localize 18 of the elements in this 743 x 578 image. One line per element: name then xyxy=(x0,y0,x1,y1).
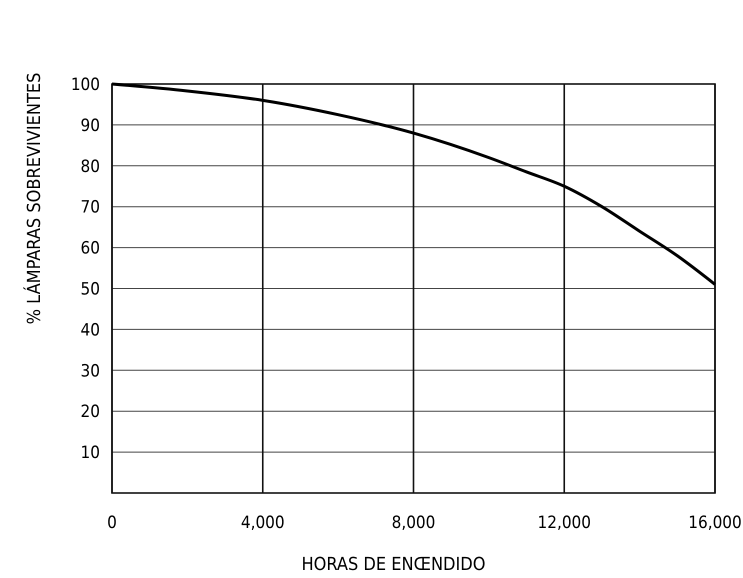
y-tick-label: 100 xyxy=(70,74,100,95)
line-series xyxy=(110,82,716,286)
x-tick-label: 12,000 xyxy=(538,513,591,533)
x-tick-label: 4,000 xyxy=(240,513,285,533)
y-tick-label: 40 xyxy=(80,320,100,340)
y-tick-label: 80 xyxy=(80,156,100,177)
y-tick-label: 10 xyxy=(80,443,100,464)
y-tick-label: 20 xyxy=(80,402,100,422)
x-tick-label: 16,000 xyxy=(688,513,742,533)
y-axis-title: % LÁMPARAS SOBREVIVIENTES xyxy=(23,72,45,324)
x-tick-label: 8,000 xyxy=(392,513,436,533)
x-tick-label: 0 xyxy=(107,513,117,533)
y-tick-label: 60 xyxy=(80,238,100,259)
y-tick-label: 70 xyxy=(80,198,100,218)
y-tick-label: 50 xyxy=(80,279,100,300)
y-tick-label: 90 xyxy=(80,116,100,136)
y-tick-label: 30 xyxy=(80,361,100,382)
x-axis-title: HORAS DE ENŒNDIDO xyxy=(301,554,486,575)
